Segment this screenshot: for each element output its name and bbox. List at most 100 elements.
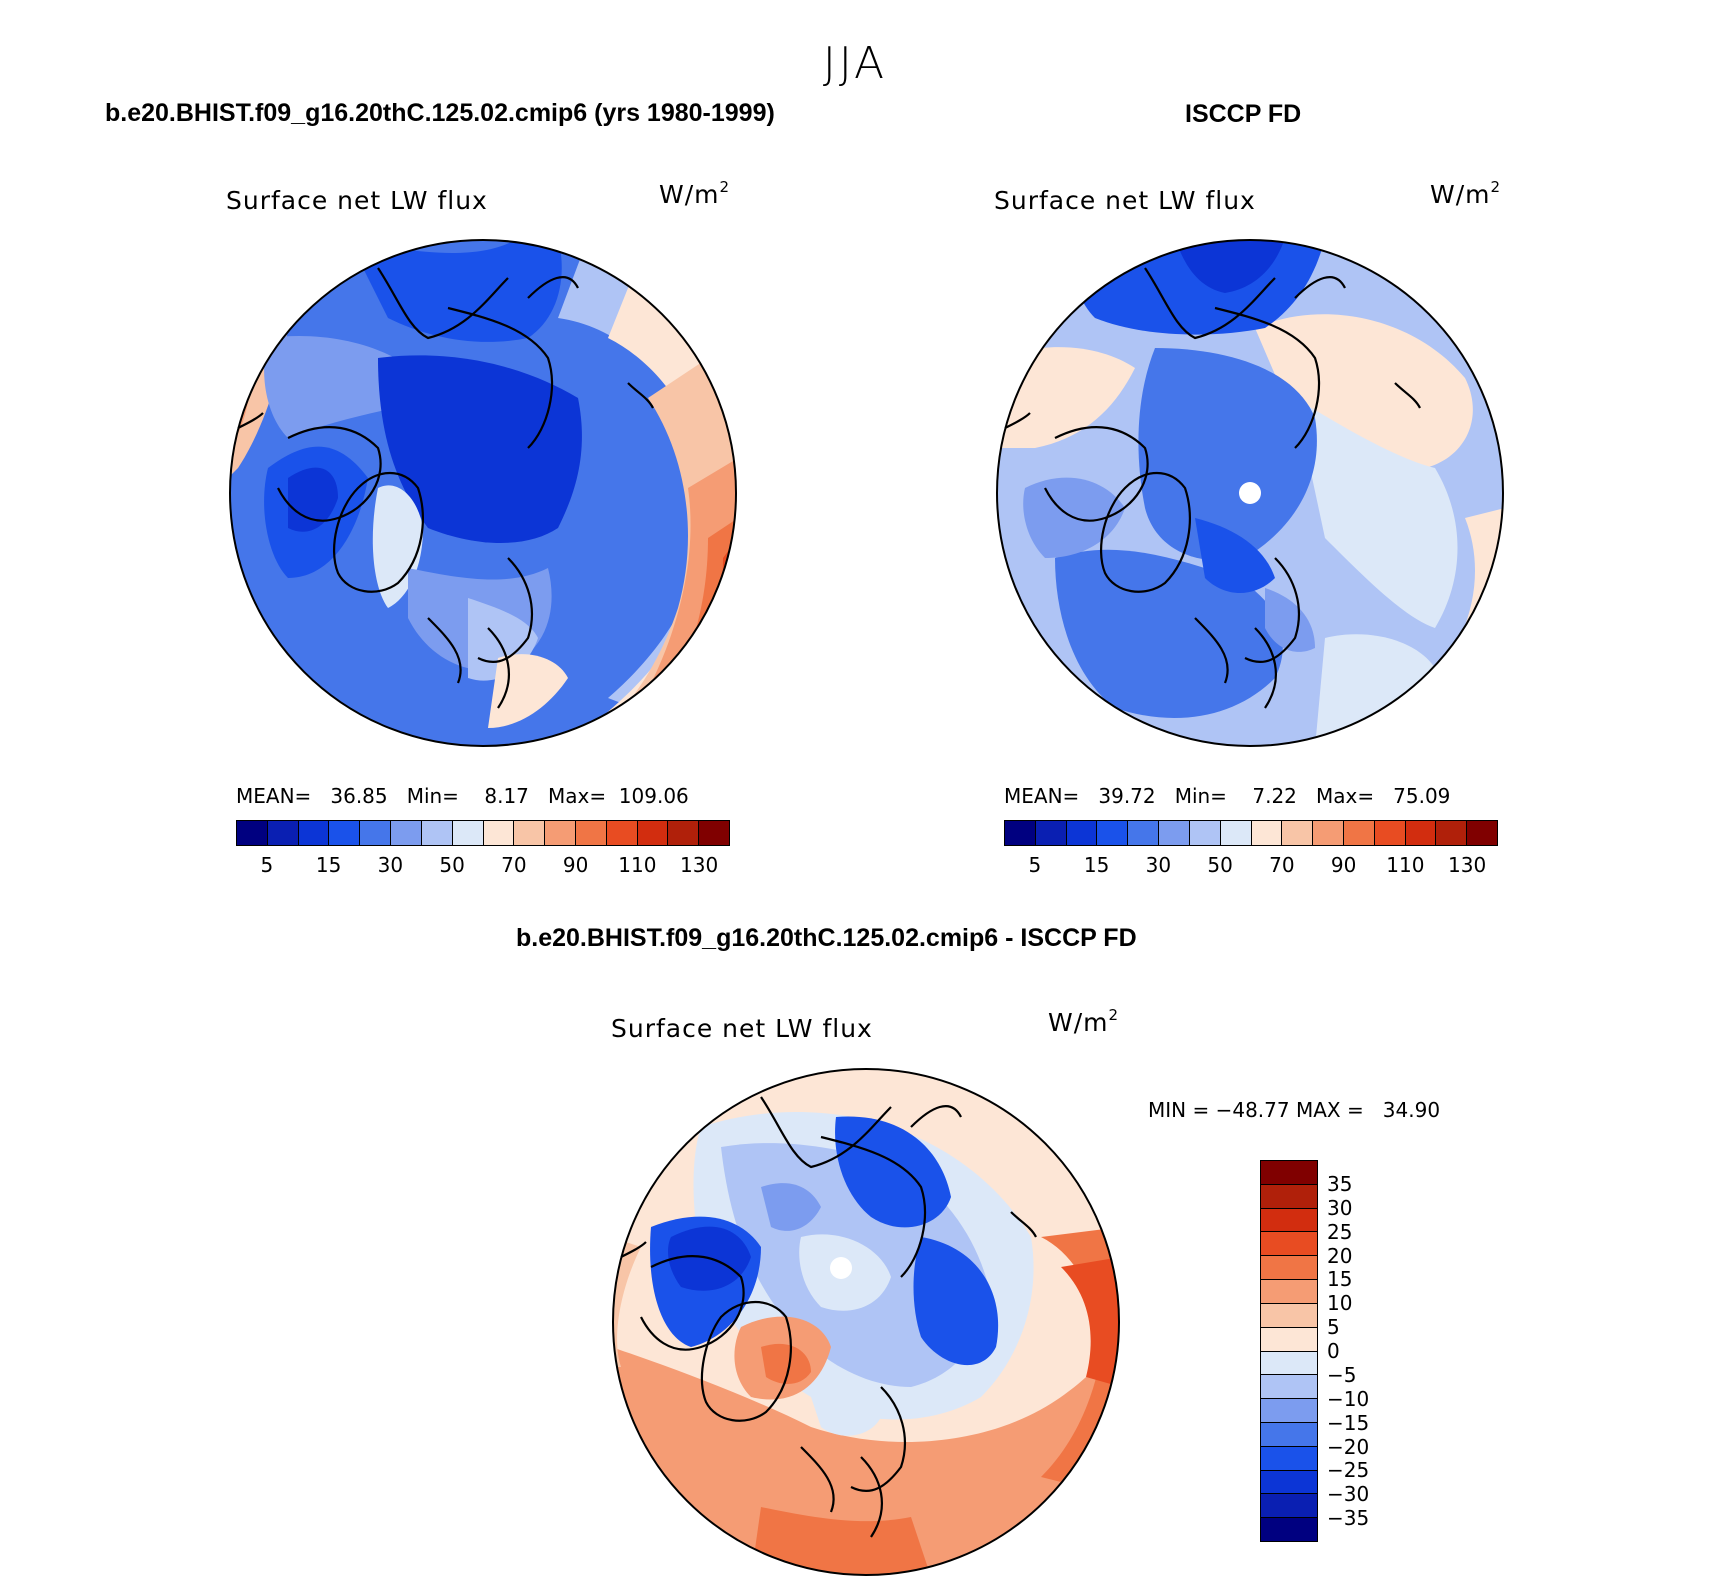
- panel-2-missing-data-pole: [1239, 482, 1261, 504]
- colorbar-swatch: [483, 821, 515, 845]
- colorbar-swatch: [1313, 821, 1344, 845]
- colorbar-tick-label: 30: [1327, 1195, 1353, 1220]
- colorbar-tick-label: −15: [1327, 1410, 1370, 1435]
- colorbar-tick-label: −30: [1327, 1482, 1370, 1507]
- colorbar-swatch: [267, 821, 299, 845]
- colorbar-swatch: [545, 821, 576, 845]
- panel-3-variable-label: Surface net LW flux: [611, 1014, 873, 1043]
- panel-1-title: b.e20.BHIST.f09_g16.20thC.125.02.cmip6 (…: [105, 99, 775, 127]
- colorbar-tick-label: 70: [501, 853, 527, 877]
- colorbar-tick-label: 130: [680, 853, 719, 877]
- colorbar-swatch: [329, 821, 361, 845]
- colorbar-tick-label: 110: [618, 853, 657, 877]
- colorbar-swatch: [1261, 1518, 1317, 1541]
- colorbar-swatch: [668, 821, 700, 845]
- colorbar-swatch: [1261, 1422, 1317, 1447]
- panel-1-field: [230, 240, 736, 746]
- panel-1-polar-map: [229, 239, 737, 747]
- colorbar-swatch: [1251, 821, 1283, 845]
- panel-3-field: [613, 1069, 1119, 1575]
- colorbar-tick-label: 70: [1269, 853, 1295, 877]
- panel-1-coastlines: [237, 267, 654, 709]
- colorbar-swatch: [1467, 821, 1497, 845]
- figure-title: JJA: [822, 38, 888, 89]
- colorbar-tick-label: 50: [1207, 853, 1233, 877]
- colorbar-swatch: [1005, 821, 1036, 845]
- panel-2-coastlines: [1004, 267, 1421, 709]
- colorbar-swatch: [637, 821, 669, 845]
- panel-3-minmax: MIN = −48.77 MAX = 34.90: [1148, 1098, 1441, 1122]
- panel-3-units: W/m2: [1048, 1006, 1120, 1037]
- panel-3-missing-data-pole: [830, 1257, 852, 1279]
- panel-3-polar-map: [612, 1068, 1120, 1576]
- colorbar-swatch: [421, 821, 453, 845]
- colorbar-swatch: [1261, 1470, 1317, 1495]
- colorbar-swatch: [514, 821, 546, 845]
- colorbar-tick-label: 15: [315, 853, 342, 877]
- colorbar-swatch: [1261, 1375, 1317, 1400]
- panel-2-colorbar: [1004, 820, 1498, 846]
- colorbar-swatch: [1261, 1161, 1317, 1185]
- colorbar-swatch: [237, 821, 268, 845]
- colorbar-swatch: [1405, 821, 1437, 845]
- panel-2-field: [997, 240, 1503, 746]
- panel-1-units: W/m2: [659, 178, 731, 209]
- colorbar-swatch: [575, 821, 607, 845]
- panel-3-coastlines: [620, 1096, 1037, 1538]
- colorbar-swatch: [1066, 821, 1098, 845]
- colorbar-swatch: [1261, 1256, 1317, 1281]
- colorbar-swatch: [1159, 821, 1190, 845]
- colorbar-tick-label: 130: [1448, 853, 1487, 877]
- colorbar-tick-label: 20: [1327, 1243, 1353, 1268]
- colorbar-tick-label: 50: [439, 853, 465, 877]
- panel-1-variable-label: Surface net LW flux: [226, 186, 488, 215]
- colorbar-tick-label: −10: [1327, 1386, 1370, 1411]
- colorbar-tick-label: 5: [260, 853, 274, 877]
- colorbar-tick-label: 15: [1327, 1267, 1353, 1292]
- colorbar-swatch: [1261, 1232, 1317, 1257]
- panel-2-stats: MEAN= 39.72 Min= 7.22 Max= 75.09: [1004, 784, 1451, 808]
- colorbar-tick-label: 0: [1327, 1339, 1340, 1363]
- panel-1-colorbar: [236, 820, 730, 846]
- colorbar-tick-label: 110: [1386, 853, 1425, 877]
- panel-2-title: ISCCP FD: [1185, 100, 1302, 128]
- panel-2-variable-label: Surface net LW flux: [994, 186, 1256, 215]
- colorbar-swatch: [1436, 821, 1468, 845]
- colorbar-tick-label: 15: [1083, 853, 1110, 877]
- colorbar-swatch: [1343, 821, 1375, 845]
- colorbar-swatch: [1261, 1399, 1317, 1423]
- panel-3-colorbar-ticks: 35 30 25 20 15 10 5 0 −5 −10 −15 −20 −25 −30 −35: [1327, 1160, 1407, 1542]
- colorbar-tick-label: 90: [1330, 853, 1357, 877]
- panel-1-map-boundary: [229, 239, 737, 747]
- colorbar-tick-label: −5: [1327, 1362, 1357, 1387]
- colorbar-tick-label: 25: [1327, 1219, 1353, 1244]
- colorbar-swatch: [699, 821, 729, 845]
- colorbar-swatch: [1261, 1280, 1317, 1304]
- panel-2-polar-map: [996, 239, 1504, 747]
- colorbar-swatch: [606, 821, 638, 845]
- colorbar-tick-label: 5: [1028, 853, 1042, 877]
- colorbar-swatch: [452, 821, 484, 845]
- colorbar-swatch: [1261, 1184, 1317, 1209]
- panel-2-units: W/m2: [1430, 178, 1502, 209]
- colorbar-swatch: [1261, 1303, 1317, 1328]
- panel-2-colorbar-ticks: 5 15 30 50 70 90 110 130: [1004, 853, 1498, 877]
- panel-1-stats: MEAN= 36.85 Min= 8.17 Max= 109.06: [236, 784, 689, 808]
- colorbar-swatch: [1261, 1327, 1317, 1352]
- colorbar-swatch: [1189, 821, 1221, 845]
- colorbar-swatch: [1220, 821, 1252, 845]
- colorbar-swatch: [1261, 1494, 1317, 1519]
- panel-3-colorbar: [1260, 1160, 1318, 1542]
- colorbar-swatch: [1128, 821, 1160, 845]
- colorbar-swatch: [1097, 821, 1129, 845]
- colorbar-tick-label: 5: [1327, 1315, 1340, 1340]
- colorbar-tick-label: −25: [1327, 1458, 1370, 1483]
- colorbar-swatch: [1261, 1351, 1317, 1376]
- colorbar-tick-label: 30: [377, 853, 404, 877]
- colorbar-swatch: [391, 821, 422, 845]
- colorbar-swatch: [1374, 821, 1406, 845]
- colorbar-swatch: [298, 821, 330, 845]
- panel-2-map-boundary: [996, 239, 1504, 747]
- colorbar-tick-label: 90: [562, 853, 589, 877]
- colorbar-swatch: [360, 821, 392, 845]
